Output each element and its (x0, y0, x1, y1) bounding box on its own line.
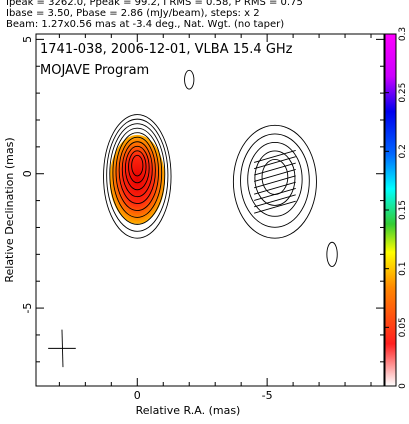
contour-knot-east (326, 241, 338, 267)
header-beam-line: Beam: 1.27x0.56 mas at -3.4 deg., Nat. W… (6, 19, 285, 30)
colorbar-tick-label: 0.25 (398, 83, 408, 103)
x-tick-label-1: -5 (262, 389, 273, 402)
polarization-vector (254, 149, 296, 163)
contour-core (124, 145, 150, 191)
colorbar-tick-label: 0.05 (398, 317, 408, 337)
contour-jet (247, 141, 303, 217)
y-tick-label-1: 0 (21, 170, 34, 177)
contour-knot-north (184, 69, 195, 90)
y-tick-label-2: -5 (21, 303, 34, 314)
contour-core (103, 114, 172, 239)
polarization-vector (254, 181, 296, 195)
contour-core (115, 132, 159, 211)
contour-jet (240, 133, 310, 228)
colorbar-tick-label: 0.2 (398, 144, 408, 158)
x-tick-label-0: 0 (134, 389, 141, 402)
polarization-vector (254, 156, 296, 170)
contour-core (109, 123, 166, 225)
header-ipeak-line: Ipeak = 3262.0, Ppeak = 99.2, I RMS = 0.… (6, 0, 303, 8)
y-axis-label: Relative Declination (mas) (3, 137, 16, 282)
polarization-vector (254, 188, 296, 201)
contour-jet (261, 159, 289, 195)
contour-jet (254, 150, 296, 206)
contour-core (106, 118, 169, 232)
chart-subtitle: MOJAVE Program (40, 63, 149, 78)
polarization-vector (254, 200, 296, 214)
header-ibase-line: Ibase = 3.50, Pbase = 2.86 (mJy/beam), s… (6, 8, 260, 19)
contour-core (131, 154, 144, 177)
colorbar-tick-label: 0.3 (398, 27, 408, 41)
polarization-vector (254, 194, 296, 208)
colorbar-tick-label: 0.1 (398, 262, 408, 276)
plot-frame (35, 33, 385, 387)
chart-title: 1741-038, 2006-12-01, VLBA 15.4 GHz (40, 42, 293, 57)
polarization-vector (254, 169, 296, 182)
contour-core (128, 150, 147, 184)
contour-core (112, 127, 163, 218)
contour-core (121, 141, 153, 198)
colorbar-tick-label: 0.15 (398, 200, 408, 220)
x-axis-label: Relative R.A. (mas) (136, 404, 241, 417)
polarization-vector (254, 162, 296, 176)
contour-jet (232, 124, 317, 239)
contour-core (118, 136, 156, 205)
y-tick-label-0: 5 (21, 36, 34, 43)
colorbar-tick-label: 0 (398, 383, 408, 389)
polarization-vector (254, 175, 296, 189)
